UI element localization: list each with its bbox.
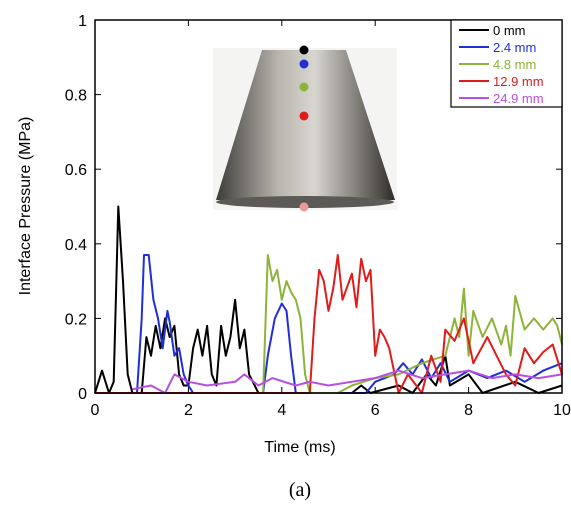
sensor-dot [299, 59, 309, 69]
x-tick-label: 8 [464, 402, 473, 419]
x-tick-label: 4 [277, 402, 286, 419]
series-line [95, 254, 563, 394]
x-axis-label: Time (ms) [264, 439, 335, 456]
sensor-dot [299, 111, 309, 121]
cone-base [216, 196, 394, 208]
series-line [95, 254, 563, 394]
legend-label: 24.9 mm [493, 91, 544, 106]
sensor-dot [299, 82, 309, 92]
sensor-dot [299, 202, 309, 212]
y-axis-label: Interface Pressure (MPa) [17, 117, 34, 296]
legend-label: 2.4 mm [493, 40, 536, 55]
inset-photo [213, 45, 397, 212]
x-tick-label: 10 [553, 402, 571, 419]
y-tick-label: 1 [78, 13, 87, 30]
y-tick-label: 0.6 [65, 162, 87, 179]
x-tick-label: 0 [91, 402, 100, 419]
legend-label: 0 mm [493, 23, 526, 38]
series-line [94, 205, 563, 394]
cone [216, 50, 395, 200]
y-tick-label: 0.4 [65, 237, 87, 254]
plot-frame [94, 19, 563, 394]
legend-label: 12.9 mm [493, 74, 544, 89]
legend: 0 mm 2.4 mm 4.8 mm 12.9 mm 24.9 mm [450, 19, 563, 108]
y-tick-label: 0.2 [65, 311, 87, 328]
caption: (a) [289, 479, 311, 501]
legend-label: 4.8 mm [493, 57, 536, 72]
y-tick-label: 0.8 [65, 88, 87, 105]
legend-box [450, 19, 563, 108]
y-tick-label: 0 [78, 386, 87, 403]
series-line [132, 369, 563, 394]
sensor-dot [299, 45, 309, 55]
x-tick-label: 6 [371, 402, 380, 419]
x-tick-label: 2 [184, 402, 193, 419]
